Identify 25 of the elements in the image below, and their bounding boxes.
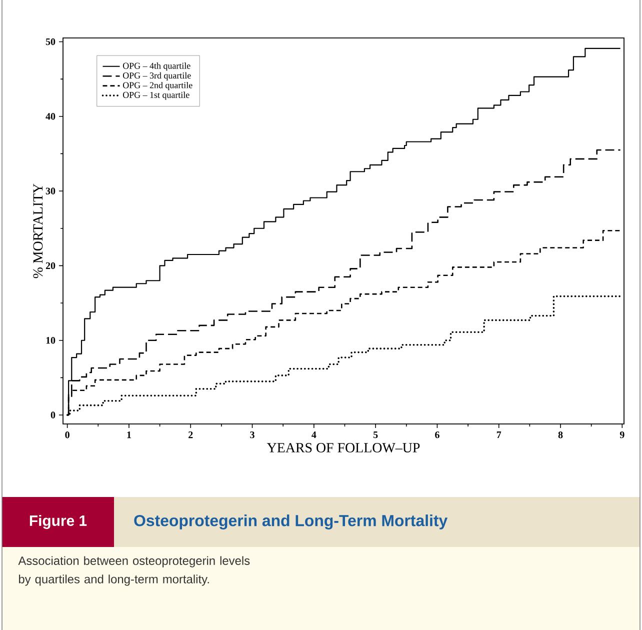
y-tick-label: 0 [50,412,56,418]
y-axis-title: % MORTALITY [33,184,43,278]
y-tick-label: 20 [46,262,56,270]
x-tick-label: 7 [496,431,502,438]
x-tick-label: 6 [435,431,440,438]
x-tick-label: 0 [65,431,70,438]
legend-label: OPG – 3rd quartile [123,72,191,80]
x-tick-label: 3 [250,431,254,438]
x-tick-label: 2 [188,431,193,438]
y-tick-label: 40 [46,113,56,120]
legend-label: OPG – 4th quartile [123,62,190,71]
x-axis-title: YEARS OF FOLLOW–UP [266,443,420,453]
x-tick-label: 9 [620,431,624,438]
x-tick-label: 8 [558,431,563,438]
legend-label: OPG – 1st quartile [123,92,190,100]
y-tick-label: 50 [46,38,56,46]
legend-label: OPG – 2nd quartile [123,82,192,90]
x-tick-label: 5 [373,431,378,438]
x-tick-label: 1 [127,431,131,438]
caption: Figure 1 [30,514,87,529]
text: Association between osteoprotegerin levels by quartiles and long-term mortality. [18,556,250,586]
y-tick-label: 10 [46,337,56,344]
x-tick-label: 4 [312,431,316,438]
y-tick-label: 30 [46,188,56,194]
text: Osteoprotegerin and Long-Term Mortality [134,514,448,530]
